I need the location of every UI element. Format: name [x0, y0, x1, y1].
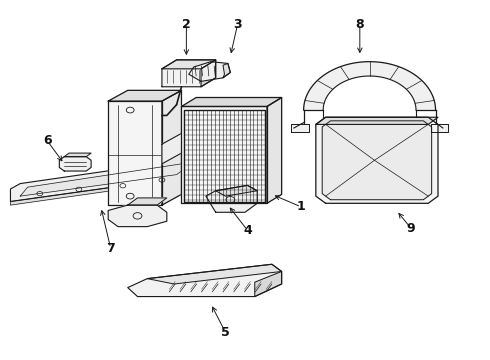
Polygon shape	[431, 125, 448, 132]
Polygon shape	[64, 153, 91, 157]
Polygon shape	[316, 117, 438, 203]
Polygon shape	[292, 125, 309, 132]
Polygon shape	[108, 90, 181, 101]
Polygon shape	[20, 164, 184, 196]
Polygon shape	[162, 60, 216, 87]
Polygon shape	[304, 62, 436, 110]
Polygon shape	[59, 157, 91, 171]
Polygon shape	[108, 205, 167, 226]
Polygon shape	[201, 60, 216, 87]
Polygon shape	[255, 271, 282, 297]
Polygon shape	[162, 134, 211, 164]
Text: 3: 3	[233, 18, 242, 31]
Polygon shape	[223, 63, 230, 78]
Polygon shape	[128, 198, 167, 205]
Polygon shape	[10, 178, 176, 205]
Polygon shape	[162, 90, 181, 205]
Polygon shape	[10, 160, 189, 202]
Polygon shape	[128, 264, 282, 297]
Polygon shape	[316, 117, 438, 125]
Polygon shape	[216, 185, 257, 196]
Polygon shape	[189, 62, 230, 81]
Text: 5: 5	[221, 326, 230, 339]
Polygon shape	[267, 98, 282, 203]
Text: 1: 1	[297, 201, 306, 213]
Polygon shape	[181, 98, 282, 107]
Polygon shape	[147, 264, 282, 284]
Polygon shape	[108, 101, 162, 205]
Text: 9: 9	[407, 222, 416, 235]
Polygon shape	[206, 185, 257, 212]
Text: 7: 7	[106, 242, 115, 255]
Text: 4: 4	[243, 224, 252, 237]
Polygon shape	[322, 121, 432, 200]
Text: 8: 8	[356, 18, 364, 31]
Text: 2: 2	[182, 18, 191, 31]
Polygon shape	[162, 60, 216, 69]
Text: 6: 6	[43, 134, 51, 147]
Polygon shape	[181, 107, 267, 203]
